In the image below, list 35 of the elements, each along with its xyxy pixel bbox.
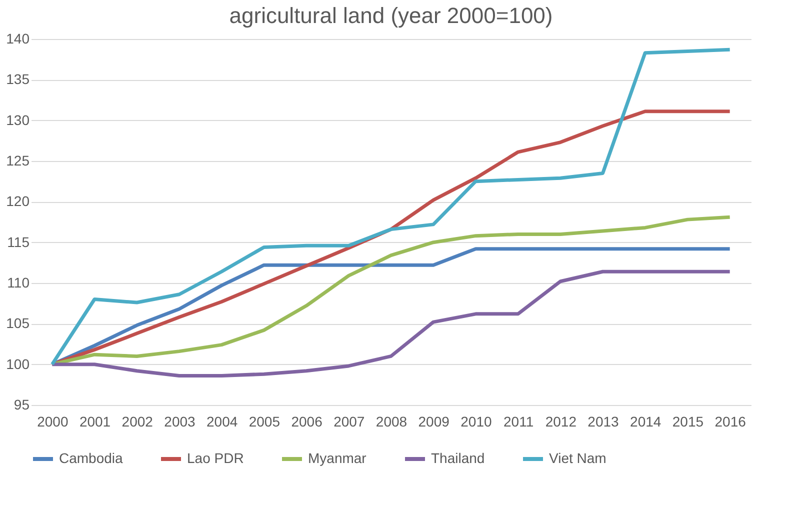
line-series (50, 48, 732, 366)
legend-label: Thailand (431, 450, 485, 466)
legend-label: Viet Nam (549, 450, 606, 466)
x-tick-label: 2012 (545, 414, 577, 430)
x-tick-label: 2001 (79, 414, 111, 430)
legend-label: Cambodia (59, 450, 124, 466)
line-series (50, 270, 732, 378)
x-tick-label: 2005 (248, 414, 280, 430)
x-tick-label: 2013 (588, 414, 620, 430)
x-tick-label: 2006 (291, 414, 323, 430)
x-tick-label: 2003 (164, 414, 196, 430)
y-tick-label: 115 (7, 234, 30, 250)
x-tick-label: 2009 (418, 414, 450, 430)
y-tick-label: 120 (6, 193, 30, 210)
y-tick-label: 140 (6, 30, 30, 46)
x-tick-label: 2007 (334, 414, 365, 430)
y-tick-label: 95 (14, 396, 30, 412)
chart-title: agricultural land (year 2000=100) (229, 3, 553, 28)
y-tick-label: 105 (6, 315, 30, 332)
legend-label: Myanmar (308, 450, 367, 466)
x-tick-label: 2000 (37, 414, 68, 430)
y-tick-label: 125 (6, 152, 30, 168)
y-tick-label: 130 (6, 112, 30, 128)
y-tick-label: 110 (7, 274, 30, 290)
x-tick-label: 2015 (672, 414, 704, 430)
legend-label: Lao PDR (187, 450, 244, 466)
x-tick-label: 2014 (630, 414, 662, 430)
y-tick-label: 100 (6, 356, 30, 372)
x-tick-label: 2008 (376, 414, 408, 430)
y-tick-label: 135 (6, 71, 30, 88)
x-tick-label: 2004 (206, 414, 238, 430)
x-tick-label: 2011 (504, 414, 534, 430)
x-tick-label: 2010 (460, 414, 492, 430)
x-tick-label: 2002 (122, 414, 154, 430)
x-tick-label: 2016 (714, 414, 746, 430)
